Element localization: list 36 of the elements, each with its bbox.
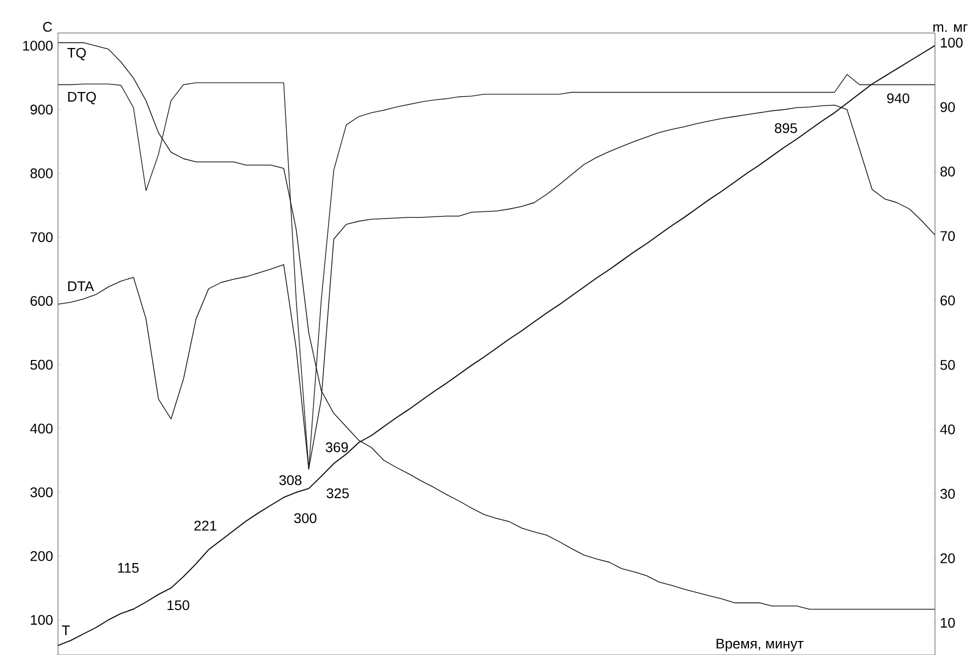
series-label: TQ (67, 48, 86, 60)
series-label: T (62, 626, 70, 636)
y-tick-label: 900 (30, 104, 53, 114)
y2-tick-label: 90 (940, 102, 955, 112)
y2-tick-label: 70 (940, 231, 955, 241)
y2-tick-label: 10 (940, 618, 955, 628)
annotation: 369 (326, 442, 348, 452)
y-tick-label: 400 (30, 424, 53, 434)
y-tick-label: 500 (30, 360, 53, 370)
annotation: 325 (326, 488, 349, 498)
y2-tick-label: 20 (940, 553, 955, 564)
annotation: 115 (118, 563, 139, 573)
y2-tick-label: 40 (940, 424, 955, 434)
y-tick-label: 1000 (23, 40, 53, 51)
y2-tick-label: 30 (940, 488, 955, 499)
y-axis-title: C (43, 22, 52, 32)
annotation: 895 (774, 123, 797, 134)
y2-tick-label: 50 (940, 360, 955, 370)
y2-tick-label: 100 (940, 38, 963, 48)
y-tick-label: 700 (30, 232, 53, 242)
y2-tick-label: 60 (940, 296, 955, 306)
annotation: 150 (168, 600, 190, 610)
annotation: 300 (294, 513, 316, 524)
annotation: 221 (194, 520, 216, 530)
y-tick-label: 300 (30, 487, 53, 498)
annotation: 940 (887, 93, 910, 104)
series-label: DTA (68, 281, 94, 292)
x-axis-title: Время, минут (716, 638, 804, 652)
y-tick-label: 600 (30, 296, 53, 306)
y2-tick-label: 80 (940, 166, 955, 177)
series-label: DTQ (68, 92, 96, 104)
annotation: 308 (279, 475, 302, 486)
y-tick-label: 100 (30, 614, 53, 625)
y-tick-label: 800 (30, 168, 53, 178)
y2-axis-title: m. мг (933, 24, 968, 32)
y-tick-label: 200 (30, 551, 53, 562)
